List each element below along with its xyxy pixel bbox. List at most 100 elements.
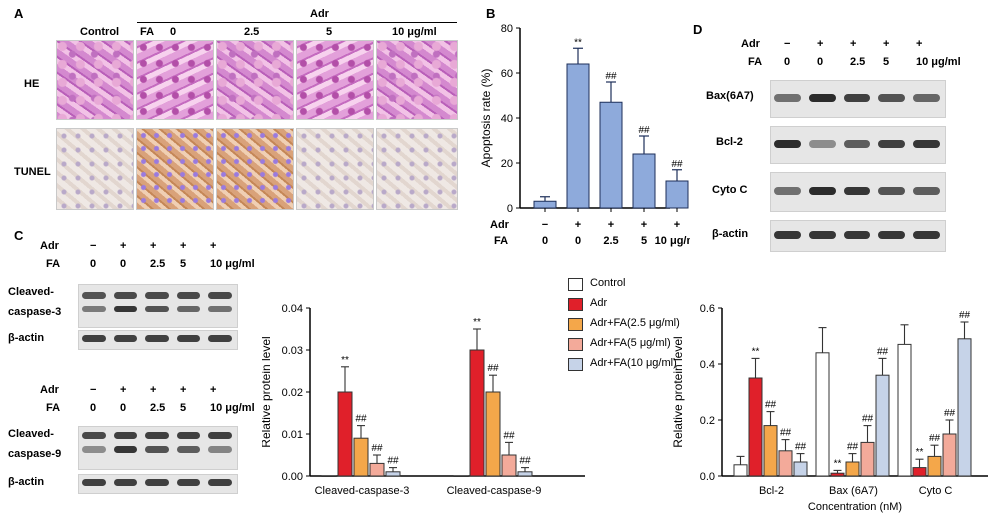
blot-label-d-actin: β-actin — [712, 228, 749, 240]
d-actin-band — [878, 231, 906, 239]
legend-swatch — [568, 278, 583, 291]
d-adr-label: Adr — [741, 38, 760, 50]
panel-a-col-control: Control — [80, 26, 120, 38]
c-ylabel: Relative protein level — [262, 336, 273, 447]
casp3-lower-band — [113, 306, 138, 312]
d-fa-1: 0 — [817, 56, 824, 68]
c-top-fa-1: 0 — [120, 258, 127, 270]
d-category-label: Cyto C — [919, 485, 953, 497]
d-adr-2: + — [850, 38, 857, 50]
cytoc-band — [878, 187, 906, 195]
c-significance: ## — [371, 443, 383, 454]
c-top-adr-1: + — [120, 240, 127, 252]
c-top-actin-band — [82, 335, 106, 342]
casp9-upper-band — [145, 432, 169, 439]
legend-label: Adr+FA(5 μg/ml) — [590, 337, 671, 349]
panel-a-col-fa: FA — [140, 26, 155, 38]
panel-letter-a: A — [14, 6, 24, 21]
casp3-upper-band — [145, 292, 169, 299]
d-ytick-label: 0.4 — [700, 359, 715, 371]
b-adr-value: + — [608, 219, 614, 231]
bax-band — [913, 94, 940, 102]
casp3-lower-band — [208, 306, 232, 312]
he-image-control — [56, 40, 134, 120]
c-top-adr-2: + — [150, 240, 157, 252]
c-bar — [501, 454, 517, 477]
b-adr-value: + — [641, 219, 647, 231]
c-ytick-label: 0.02 — [282, 387, 303, 399]
panel-c-chart: 0.00 0.01 0.02 0.03 0.04 Relative protein lev… — [262, 303, 585, 497]
d-actin-band — [913, 231, 940, 239]
d-significance: ** — [916, 447, 924, 458]
c-bar — [469, 349, 485, 477]
b-adr-label: Adr — [490, 219, 510, 231]
c-bar — [321, 475, 337, 477]
bax-band — [878, 94, 906, 102]
d-xlabel: Concentration (nM) — [808, 501, 902, 513]
d-significance: ## — [944, 408, 956, 419]
c-bottom-actin-band — [82, 479, 106, 486]
d-significance: ## — [877, 346, 889, 357]
c-top-adr-0: − — [90, 240, 97, 252]
d-bar — [912, 467, 927, 477]
d-bar — [860, 441, 875, 477]
d-bar — [875, 374, 890, 477]
c-significance: ## — [519, 456, 531, 467]
c-bar — [337, 391, 353, 477]
b-fa-value: 0 — [542, 235, 548, 247]
panel-a-col-5: 5 — [326, 26, 333, 38]
casp3-upper-band — [82, 292, 106, 299]
c-top-actin-band — [145, 335, 169, 342]
tunel-image-fa-10 — [376, 128, 458, 210]
c-significance: ## — [355, 414, 367, 425]
d-actin-band — [808, 231, 836, 239]
he-image-fa-10 — [376, 40, 458, 120]
bcl2-band — [774, 140, 801, 148]
c-bottom-adr-label: Adr — [40, 384, 59, 396]
d-significance: ** — [834, 458, 842, 469]
c-bottom-adr-2: + — [150, 384, 157, 396]
blot-label-bcl-2: Bcl-2 — [716, 136, 743, 148]
legend-swatch — [568, 358, 583, 371]
casp9-lower-band — [176, 446, 201, 453]
b-significance: ## — [671, 159, 683, 170]
c-bottom-fa-3: 5 — [180, 402, 187, 414]
d-fa-label: FA — [748, 56, 763, 68]
d-significance: ## — [780, 428, 792, 439]
b-ytick-label: 0 — [507, 203, 513, 215]
c-bottom-fa-0: 0 — [90, 402, 97, 414]
b-ytick-label: 20 — [501, 158, 513, 170]
legend-swatch — [568, 318, 583, 331]
casp9-upper-band — [208, 432, 232, 439]
d-adr-3: + — [883, 38, 890, 50]
d-ylabel: Relative protein level — [672, 336, 685, 447]
legend-label: Adr+FA(10 μg/ml) — [590, 357, 677, 369]
d-bar — [733, 464, 748, 477]
casp9-upper-band — [176, 432, 201, 439]
d-ytick-label: 0.6 — [700, 303, 715, 315]
b-bar — [665, 180, 689, 209]
c-significance: ## — [503, 430, 515, 441]
d-significance: ** — [752, 346, 760, 357]
c-bar — [353, 437, 369, 477]
panel-a-col-2-5: 2.5 — [244, 26, 260, 38]
blot-label-bax: Bax(6A7) — [706, 90, 754, 102]
panel-letter-d: D — [693, 22, 703, 37]
tunel-image-fa-5 — [296, 128, 374, 210]
c-bar — [369, 462, 385, 477]
c-bar — [385, 471, 401, 477]
bax-band — [774, 94, 801, 102]
casp3-lower-band — [176, 306, 201, 312]
panel-a-row-he: HE — [24, 78, 40, 90]
blot-label-cleaved: Cleaved- — [8, 286, 54, 298]
d-significance: ## — [765, 400, 777, 411]
c-bottom-fa-label: FA — [46, 402, 61, 414]
legend-label: Adr+FA(2.5 μg/ml) — [590, 317, 680, 329]
casp3-upper-band — [176, 292, 201, 299]
c-significance: ** — [473, 317, 481, 328]
panel-a-col-0: 0 — [170, 26, 177, 38]
b-significance: ** — [574, 37, 582, 48]
he-image-fa-5 — [296, 40, 374, 120]
d-bar — [927, 455, 942, 477]
blot-label-c-top-actin: β-actin — [8, 332, 45, 344]
